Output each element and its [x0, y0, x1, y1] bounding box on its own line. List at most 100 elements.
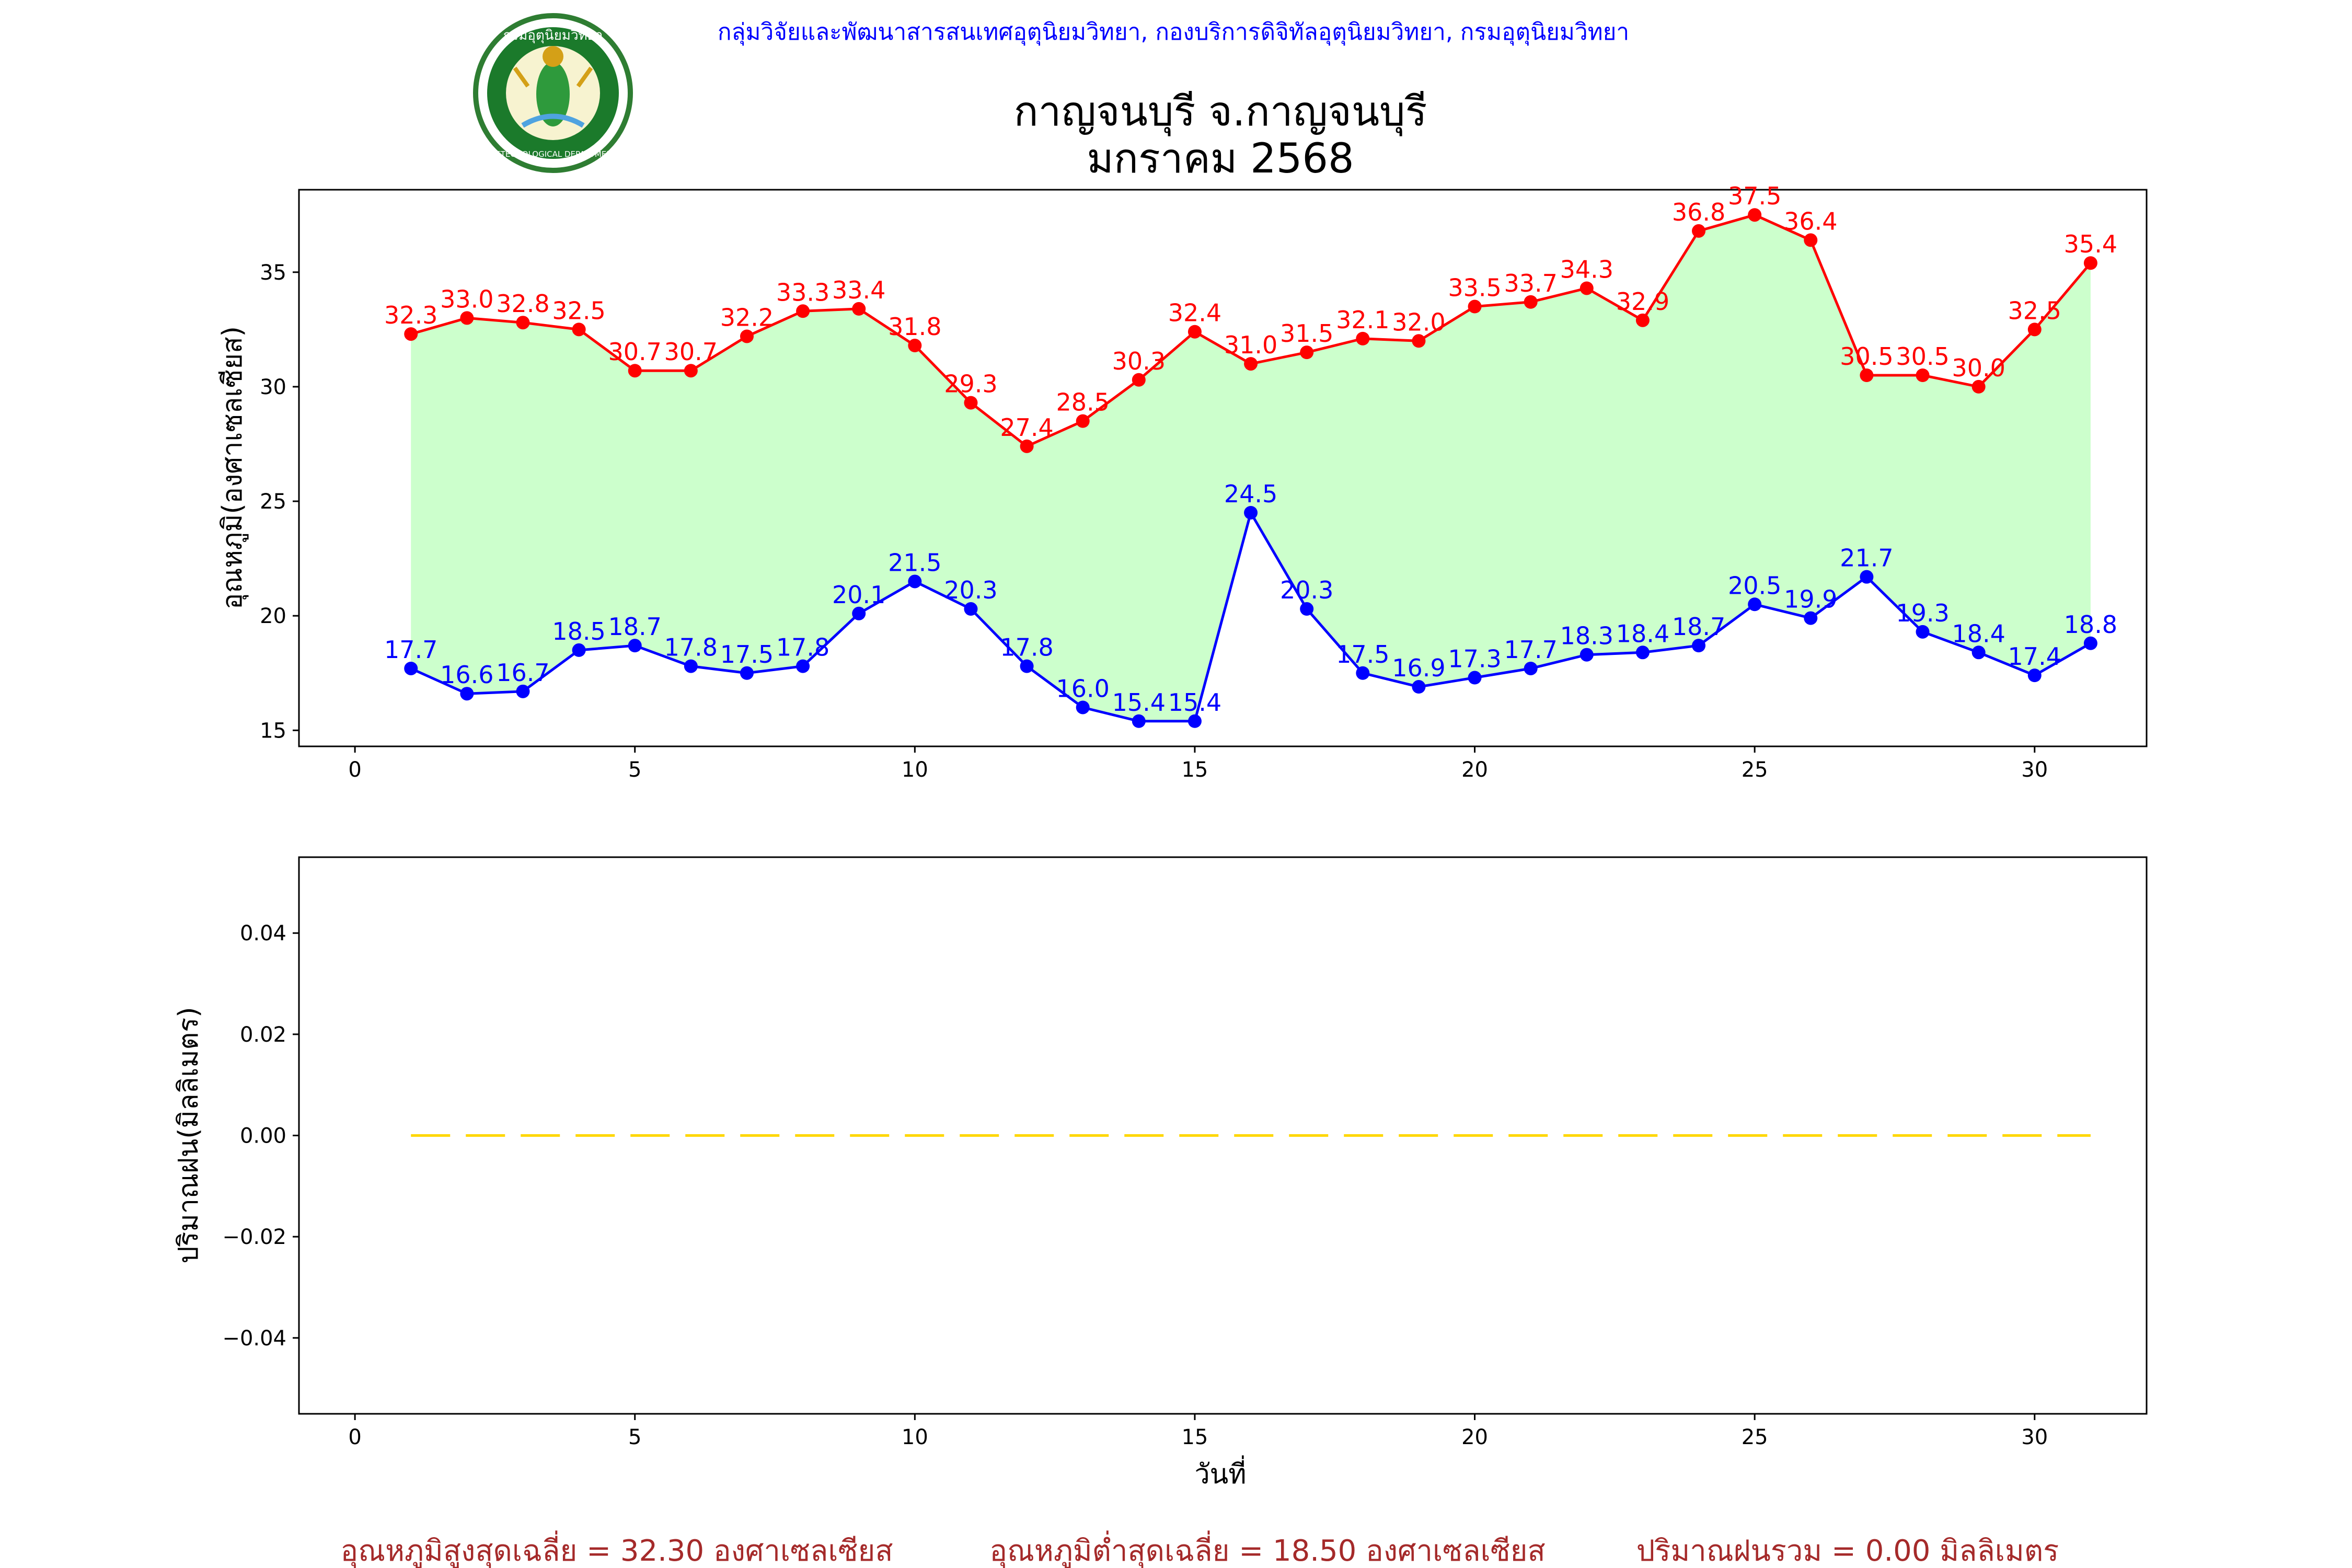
min-temperature-label: 17.7 [1504, 636, 1557, 664]
min-temperature-point [964, 602, 978, 616]
max-temperature-label: 36.8 [1672, 198, 1725, 226]
max-temperature-label: 30.5 [1896, 342, 1949, 371]
max-temperature-point [908, 339, 922, 353]
min-temperature-label: 17.8 [776, 633, 829, 662]
min-temperature-point [1132, 714, 1146, 728]
department-logo: กรมอุตุนิยมวิทยา METEOROLOGICAL DEPARTME… [473, 13, 633, 173]
max-temperature-label: 32.8 [496, 290, 549, 318]
max-temperature-point [1356, 331, 1370, 345]
min-temperature-point [1076, 700, 1090, 714]
min-temperature-label: 18.4 [1616, 619, 1669, 648]
max-temperature-label: 33.7 [1504, 269, 1557, 297]
max-temperature-label: 30.3 [1112, 347, 1166, 375]
max-temperature-label: 33.5 [1448, 274, 1501, 302]
min-temperature-point [516, 684, 530, 698]
temp-x-tick-label: 10 [902, 758, 928, 782]
rain-x-tick-label: 0 [348, 1425, 361, 1449]
min-temperature-label: 20.3 [1280, 576, 1333, 604]
max-temperature-point [460, 311, 474, 325]
min-temperature-label: 18.7 [608, 613, 662, 641]
rain-x-tick-label: 25 [1742, 1425, 1768, 1449]
logo-top-text: กรมอุตุนิยมวิทยา [503, 28, 603, 43]
max-temperature-label: 33.0 [440, 285, 493, 313]
max-temperature-label: 36.4 [1784, 207, 1837, 235]
min-temperature-point [1244, 505, 1258, 520]
temp-x-tick-label: 20 [1461, 758, 1488, 782]
min-temperature-point [2083, 636, 2097, 650]
max-temperature-point [2027, 322, 2042, 337]
max-temperature-point [796, 304, 810, 318]
max-temperature-point [852, 302, 866, 316]
max-temperature-point [404, 327, 418, 341]
max-temperature-label: 30.0 [1952, 354, 2005, 382]
max-temperature-point [1132, 373, 1146, 387]
min-temperature-point [1579, 648, 1594, 662]
rain-y-tick-label: −0.04 [222, 1327, 286, 1351]
min-temperature-label: 21.7 [1840, 544, 1893, 572]
max-temperature-point [1412, 334, 1426, 348]
min-temperature-point [628, 639, 642, 653]
min-temperature-label: 19.9 [1784, 585, 1837, 614]
max-temperature-point [964, 396, 978, 410]
credit-text: กลุ่มวิจัยและพัฒนาสารสนเทศอุตุนิยมวิทยา,… [718, 19, 1629, 46]
logo-bottom-text: METEOROLOGICAL DEPARTMENT [489, 149, 617, 159]
rain-y-tick-label: 0.04 [240, 921, 286, 946]
max-temperature-label: 30.7 [664, 338, 718, 366]
min-temperature-label: 18.4 [1952, 619, 2005, 648]
max-temperature-point [1860, 368, 1874, 382]
min-temperature-label: 18.5 [552, 617, 605, 645]
max-temperature-point [628, 364, 642, 378]
max-temperature-label: 32.5 [552, 296, 605, 325]
rain-y-tick-label: 0.00 [240, 1124, 286, 1148]
rainfall-chart: ปริมาณฝน(มิลลิเมตร) วันที่ 0 5 10 15 20 25 30 −… [173, 856, 2148, 1490]
rainfall-y-axis-label: ปริมาณฝน(มิลลิเมตร) [173, 1007, 204, 1263]
min-temperature-point [1412, 680, 1426, 694]
max-temperature-point [1916, 368, 1930, 382]
temp-y-tick-label: 20 [260, 604, 286, 628]
max-temperature-label: 33.3 [776, 278, 829, 306]
min-temperature-point [1356, 666, 1370, 680]
rain-y-tick-label: −0.02 [222, 1225, 286, 1249]
min-temperature-label: 18.8 [2064, 610, 2117, 639]
min-temperature-label: 15.4 [1112, 688, 1166, 717]
temp-y-tick-label: 15 [260, 719, 286, 743]
max-temperature-label: 35.4 [2064, 230, 2117, 258]
min-temperature-label: 20.5 [1728, 571, 1781, 599]
rain-x-tick-label: 20 [1461, 1425, 1488, 1449]
temp-x-tick-label: 15 [1181, 758, 1208, 782]
min-temperature-point [1635, 645, 1650, 660]
min-temperature-point [1300, 602, 1314, 616]
max-temperature-label: 29.3 [944, 370, 997, 398]
max-temperature-point [2083, 256, 2097, 270]
max-temperature-label: 32.9 [1616, 287, 1669, 316]
temperature-chart: อุณหภูมิ(องศาเซลเซียส) 0 5 10 15 20 25 30 15 20 2… [217, 182, 2148, 782]
min-temperature-label: 17.4 [2008, 642, 2061, 671]
max-temperature-point [1971, 379, 1986, 394]
min-temperature-label: 21.5 [888, 548, 941, 577]
max-temperature-label: 32.0 [1392, 308, 1445, 336]
min-temperature-point [740, 666, 754, 680]
min-temperature-label: 18.7 [1672, 613, 1725, 641]
temp-x-tick-label: 25 [1742, 758, 1768, 782]
rain-x-tick-label: 5 [628, 1425, 641, 1449]
max-temperature-point [1076, 414, 1090, 428]
temperature-y-axis-label: อุณหภูมิ(องศาเซลเซียส) [217, 326, 249, 609]
avg-min-summary: อุณหภูมิต่ำสุดเฉลี่ย = 18.50 องศาเซลเซีย… [989, 1530, 1545, 1568]
min-temperature-label: 17.8 [1000, 633, 1053, 662]
min-temperature-point [1692, 639, 1706, 653]
min-temperature-point [852, 606, 866, 620]
temp-x-tick-label: 0 [348, 758, 361, 782]
max-temperature-label: 30.7 [608, 338, 662, 366]
temp-y-tick-label: 25 [260, 490, 286, 514]
max-temperature-label: 31.5 [1280, 319, 1333, 348]
min-temperature-label: 17.3 [1448, 645, 1501, 673]
max-temperature-label: 33.4 [832, 276, 885, 304]
max-temperature-point [1579, 281, 1594, 295]
rain-x-tick-label: 10 [902, 1425, 928, 1449]
chart-title-line2: มกราคม 2568 [1087, 135, 1354, 182]
max-temperature-label: 32.4 [1168, 299, 1221, 327]
min-temperature-label: 16.9 [1392, 654, 1445, 682]
min-temperature-label: 16.7 [496, 659, 549, 687]
min-temperature-point [1020, 659, 1034, 673]
